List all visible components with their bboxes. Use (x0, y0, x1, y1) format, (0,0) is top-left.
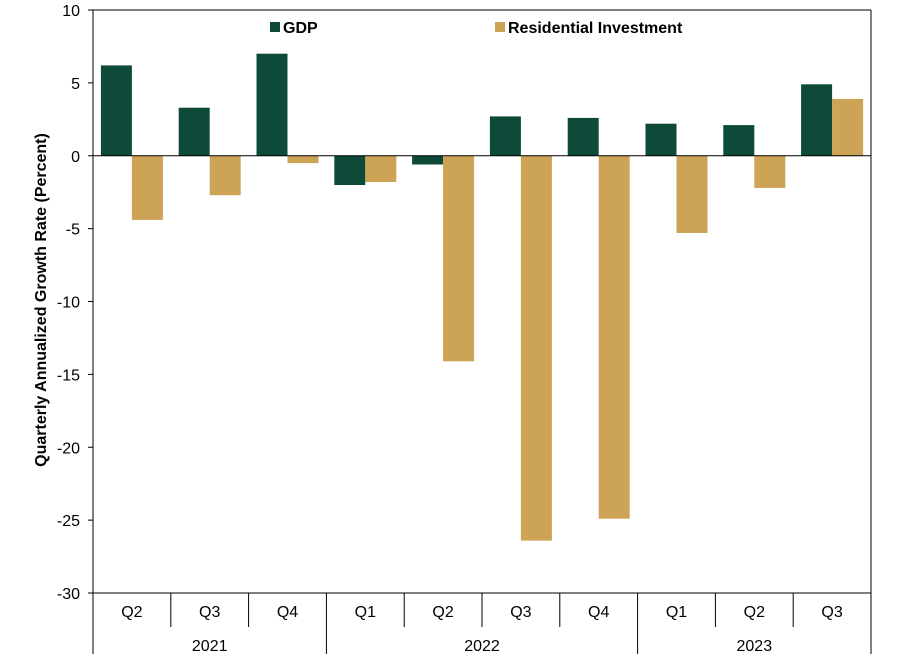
x-tick-label: Q4 (588, 604, 609, 621)
residential-investment-bar-5 (520, 155, 552, 541)
residential-investment-bar-2 (287, 155, 319, 164)
y-tick-label: -15 (57, 367, 80, 384)
residential-investment-bar-3 (365, 155, 397, 182)
x-tick-label: Q1 (355, 604, 376, 621)
y-tick-label: -25 (57, 513, 80, 530)
x-tick-label: Q3 (510, 604, 531, 621)
legend-label: GDP (283, 20, 318, 37)
x-tick-label: Q1 (666, 604, 687, 621)
y-tick-label: -5 (66, 222, 80, 239)
gdp-bar-3 (334, 155, 366, 185)
residential-investment-bar-1 (209, 155, 241, 196)
y-tick-label: 5 (71, 76, 80, 93)
gdp-bar-6 (567, 117, 599, 156)
x-tick-label: Q2 (121, 604, 142, 621)
residential-investment-bar-9 (832, 98, 864, 156)
residential-investment-bar-0 (131, 155, 163, 220)
gdp-bar-7 (645, 123, 677, 156)
gdp-bar-8 (723, 125, 755, 156)
gdp-bar-0 (100, 65, 132, 156)
y-tick-label: -10 (57, 295, 80, 312)
x-tick-label: Q3 (821, 604, 842, 621)
y-tick-label: 10 (62, 3, 80, 20)
y-tick-label: 0 (71, 149, 80, 166)
x-tick-label: Q2 (744, 604, 765, 621)
gdp-bar-1 (178, 107, 210, 156)
year-label: 2021 (192, 638, 228, 654)
x-tick-label: Q3 (199, 604, 220, 621)
legend-swatch (495, 22, 505, 32)
y-tick-label: -30 (57, 586, 80, 603)
residential-investment-bar-8 (754, 155, 786, 188)
legend-label: Residential Investment (508, 20, 683, 37)
gdp-bar-4 (412, 155, 444, 165)
residential-investment-bar-4 (443, 155, 475, 362)
gdp-bar-9 (801, 84, 833, 156)
residential-investment-bar-6 (598, 155, 630, 519)
gdp-bar-5 (489, 116, 521, 156)
year-label: 2022 (464, 638, 500, 654)
residential-investment-bar-7 (676, 155, 708, 233)
y-axis-title: Quarterly Annualized Growth Rate (Percen… (33, 133, 50, 467)
gdp-bar-2 (256, 53, 288, 156)
year-label: 2023 (737, 638, 773, 654)
x-tick-label: Q4 (277, 604, 298, 621)
y-tick-label: -20 (57, 440, 80, 457)
legend-swatch (270, 22, 280, 32)
x-tick-label: Q2 (432, 604, 453, 621)
